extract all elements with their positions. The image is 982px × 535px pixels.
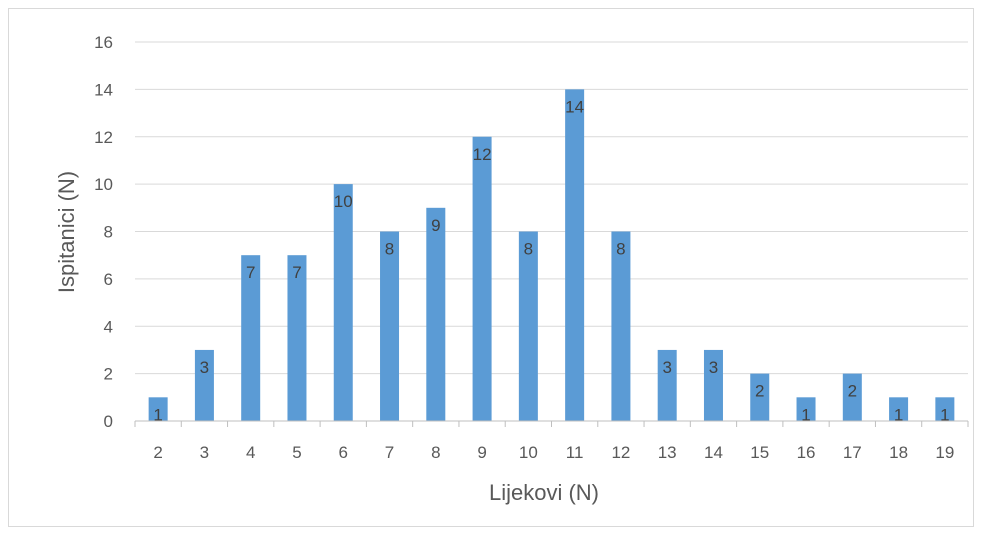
bar — [611, 231, 631, 421]
x-tick-label: 7 — [385, 443, 394, 462]
y-tick-label: 10 — [94, 175, 113, 194]
y-tick-label: 4 — [104, 317, 113, 336]
bar — [333, 184, 353, 421]
bars — [148, 89, 955, 421]
data-label: 2 — [755, 382, 764, 401]
y-axis: 0 2 4 6 8 10 12 14 16 — [94, 33, 113, 431]
bar — [518, 231, 538, 421]
data-label: 8 — [616, 240, 625, 259]
data-label: 2 — [848, 382, 857, 401]
gridlines — [135, 41, 968, 375]
bar — [380, 231, 400, 421]
y-tick-label: 2 — [104, 365, 113, 384]
x-tick-label: 12 — [611, 443, 630, 462]
bar — [935, 397, 955, 421]
bar — [889, 397, 909, 421]
x-tick-label: 14 — [704, 443, 723, 462]
y-axis-title: Ispitanici (N) — [54, 171, 79, 293]
x-tick-label: 11 — [566, 443, 584, 462]
x-tick-label: 13 — [658, 443, 677, 462]
bar — [241, 255, 261, 421]
bar — [426, 207, 446, 421]
bar — [565, 89, 585, 421]
data-label: 3 — [662, 358, 671, 377]
data-label: 3 — [200, 358, 209, 377]
bar — [194, 349, 214, 421]
y-tick-label: 16 — [94, 33, 113, 52]
x-axis: 2 3 4 5 6 7 8 9 10 11 12 13 14 15 16 17 18 19 — [134, 420, 969, 462]
y-tick-label: 0 — [104, 412, 113, 431]
bar — [657, 349, 677, 421]
x-tick-label: 3 — [200, 443, 209, 462]
data-label: 8 — [385, 240, 394, 259]
data-label: 1 — [894, 405, 903, 424]
x-tick-label: 6 — [339, 443, 348, 462]
x-tick-label: 18 — [889, 443, 908, 462]
bar — [148, 397, 168, 421]
data-label: 1 — [801, 405, 810, 424]
x-tick-label: 5 — [292, 443, 301, 462]
y-tick-label: 6 — [104, 270, 113, 289]
data-label: 3 — [709, 358, 718, 377]
data-label: 1 — [153, 405, 162, 424]
y-tick-label: 14 — [94, 80, 113, 99]
bar — [703, 349, 723, 421]
data-label: 10 — [334, 192, 353, 211]
bar — [287, 255, 307, 421]
y-tick-label: 12 — [94, 128, 113, 147]
data-label: 14 — [565, 97, 584, 116]
x-tick-label: 19 — [935, 443, 954, 462]
x-tick-label: 16 — [797, 443, 816, 462]
bar — [796, 397, 816, 421]
x-tick-label: 15 — [750, 443, 769, 462]
y-tick-label: 8 — [104, 223, 113, 242]
x-tick-label: 8 — [431, 443, 440, 462]
bar — [472, 136, 492, 421]
data-label: 9 — [431, 216, 440, 235]
data-label: 12 — [473, 145, 492, 164]
chart-frame — [8, 8, 974, 527]
x-tick-label: 10 — [519, 443, 538, 462]
bar — [842, 373, 862, 421]
x-axis-title: Lijekovi (N) — [489, 480, 599, 505]
x-tick-label: 9 — [477, 443, 486, 462]
data-label: 7 — [292, 263, 301, 282]
data-label: 1 — [940, 405, 949, 424]
x-tick-label: 17 — [843, 443, 862, 462]
x-tick-label: 4 — [246, 443, 255, 462]
data-label: 7 — [246, 263, 255, 282]
x-tick-label: 2 — [153, 443, 162, 462]
data-label: 8 — [524, 240, 533, 259]
bar — [750, 373, 770, 421]
